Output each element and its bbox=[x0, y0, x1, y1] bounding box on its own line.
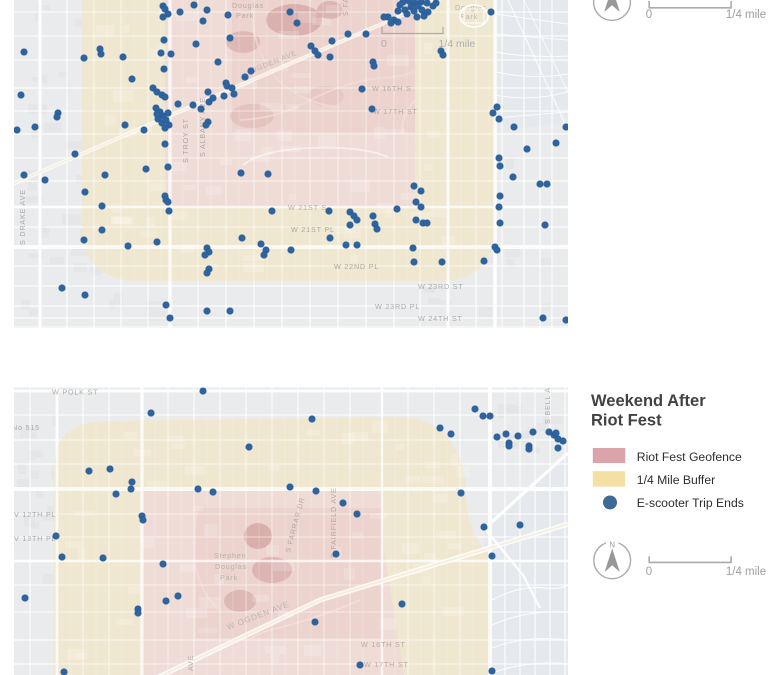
svg-text:S BELL AVE: S BELL AVE bbox=[543, 376, 552, 424]
svg-text:W 16TH ST: W 16TH ST bbox=[361, 640, 406, 649]
svg-text:Douglas: Douglas bbox=[215, 562, 247, 571]
svg-text:1/4 Mile Buffer: 1/4 Mile Buffer bbox=[637, 473, 715, 487]
svg-text:1/4 mile: 1/4 mile bbox=[726, 9, 766, 21]
svg-text:0: 0 bbox=[646, 9, 652, 21]
svg-text:Park: Park bbox=[460, 12, 478, 21]
svg-text:W 24TH ST: W 24TH ST bbox=[418, 314, 463, 323]
svg-text:W 22ND PL: W 22ND PL bbox=[334, 262, 379, 271]
svg-text:No 515: No 515 bbox=[12, 423, 40, 432]
svg-text:S DRAKE AVE: S DRAKE AVE bbox=[18, 189, 27, 245]
svg-text:S FA: S FA bbox=[341, 0, 350, 16]
svg-text:Douglas: Douglas bbox=[455, 3, 487, 12]
svg-text:Stephen: Stephen bbox=[214, 551, 246, 560]
svg-text:W 17TH ST: W 17TH ST bbox=[364, 660, 409, 669]
svg-text:Park: Park bbox=[236, 11, 254, 20]
svg-text:V 12TH PL: V 12TH PL bbox=[14, 510, 56, 519]
svg-text:Park: Park bbox=[220, 573, 238, 582]
svg-text:S FAIRFIELD AVE: S FAIRFIELD AVE bbox=[329, 487, 338, 558]
svg-text:E-scooter Trip Ends: E-scooter Trip Ends bbox=[637, 496, 744, 510]
svg-text:W 21ST PL: W 21ST PL bbox=[291, 225, 335, 234]
svg-text:Weekend After: Weekend After bbox=[591, 392, 706, 410]
svg-text:W 23RD ST: W 23RD ST bbox=[418, 282, 464, 291]
svg-text:S ALBANY AVE: S ALBANY AVE bbox=[198, 97, 207, 157]
svg-text:S TROY ST: S TROY ST bbox=[181, 118, 190, 163]
svg-text:1/4 mile: 1/4 mile bbox=[439, 38, 476, 50]
svg-text:N: N bbox=[609, 541, 615, 550]
svg-text:W 16TH S: W 16TH S bbox=[372, 84, 412, 93]
svg-text:1/4 mile: 1/4 mile bbox=[726, 566, 766, 578]
svg-text:W 17TH ST: W 17TH ST bbox=[373, 107, 418, 116]
svg-text:V 13TH PL: V 13TH PL bbox=[14, 534, 56, 543]
svg-text:0: 0 bbox=[381, 38, 387, 50]
svg-text:W POLK ST: W POLK ST bbox=[52, 388, 98, 397]
svg-text:Riot Fest: Riot Fest bbox=[591, 412, 662, 430]
svg-text:W 23RD PL: W 23RD PL bbox=[375, 302, 420, 311]
svg-text:Riot Fest Geofence: Riot Fest Geofence bbox=[637, 450, 742, 464]
svg-text:Douglas: Douglas bbox=[232, 1, 264, 10]
svg-text:W 21ST S: W 21ST S bbox=[288, 203, 327, 212]
svg-text:0: 0 bbox=[646, 566, 652, 578]
svg-text:AVE: AVE bbox=[186, 655, 195, 671]
